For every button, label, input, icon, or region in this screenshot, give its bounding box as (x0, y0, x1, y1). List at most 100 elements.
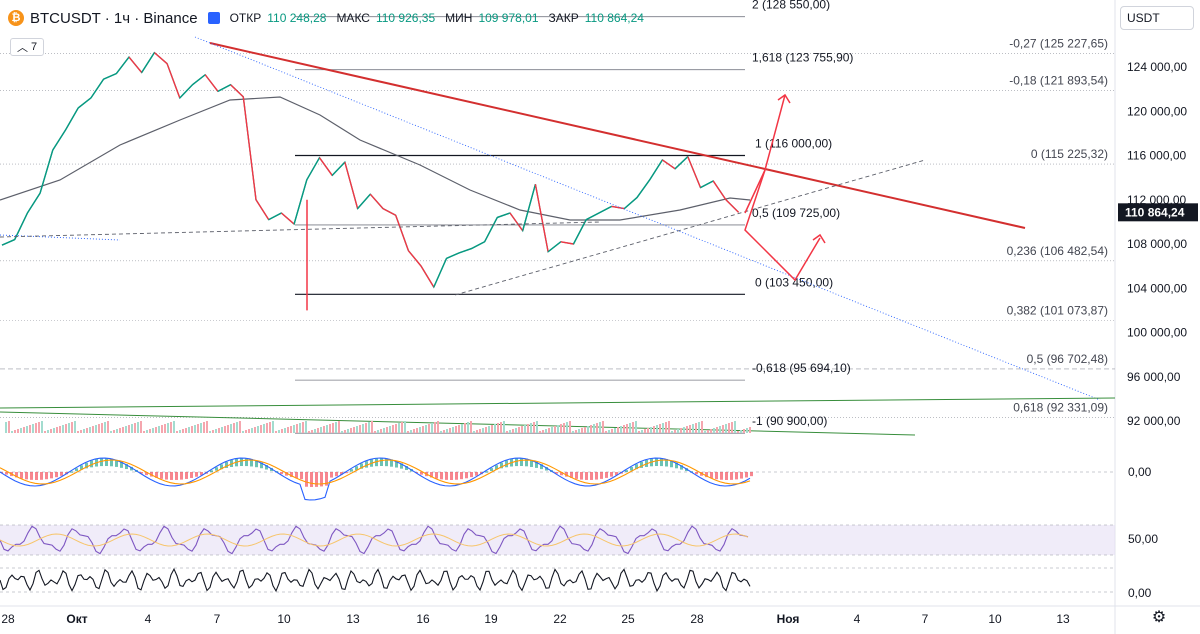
macd-histogram-bar (705, 472, 708, 478)
fib-level-label: 1 (116 000,00) (755, 137, 832, 151)
volume-bar (377, 430, 379, 433)
price-segment (572, 219, 587, 245)
macd-histogram-bar (170, 472, 173, 480)
indicators-count: 7 (30, 41, 38, 53)
price-segment (547, 241, 562, 253)
volume-bar (89, 427, 91, 433)
gear-icon[interactable]: ⚙ (1151, 609, 1167, 626)
volume-bar (362, 424, 364, 433)
volume-bar (506, 431, 508, 433)
volume-bar (143, 431, 145, 433)
macd-histogram-bar (35, 472, 38, 480)
price-segment (115, 56, 130, 75)
volume-bar (707, 430, 709, 433)
volume-bar (545, 429, 547, 433)
volume-bar (440, 431, 442, 433)
volume-bar (11, 431, 13, 433)
volume-bar (401, 422, 403, 433)
fib-level-label: 2 (128 550,00) (752, 0, 830, 12)
volume-bar (185, 428, 187, 433)
volume-bar (632, 422, 634, 433)
fib-right-label: -0,27 (125 227,65) (1009, 36, 1108, 50)
macd-histogram-bar (50, 472, 53, 479)
stoch-axis-label: 0,00 (1128, 586, 1152, 600)
volume-bar (533, 422, 535, 433)
fib-right-label: 0,618 (92 331,09) (1013, 400, 1108, 414)
macd-histogram-bar (500, 462, 503, 469)
time-tick-label: 13 (346, 612, 360, 626)
volume-bar (332, 423, 334, 433)
price-tick-label: 108 000,00 (1127, 237, 1187, 251)
volume-bar (293, 425, 295, 433)
macd-histogram-bar (220, 464, 223, 470)
volume-bar (620, 426, 622, 433)
indicators-toggle-button[interactable]: ︿ 7 (10, 38, 44, 56)
volume-bar (47, 430, 49, 433)
macd-histogram-bar (560, 472, 563, 476)
volume-bar (164, 424, 166, 433)
volume-bar (68, 423, 70, 433)
currency-select[interactable]: USDT (1120, 6, 1194, 30)
symbol-title[interactable]: BTCUSDT · 1ч · Binance (30, 9, 198, 27)
macd-histogram-bar (520, 458, 523, 467)
price-segment (598, 205, 612, 214)
volume-bar (221, 427, 223, 433)
price-segment (52, 129, 67, 151)
macd-axis-label: 0,00 (1128, 465, 1152, 479)
volume-bar (605, 431, 607, 433)
dashed-support-line (0, 221, 601, 238)
volume-bar (521, 426, 523, 433)
macd-histogram-bar (115, 459, 118, 467)
volume-bar (473, 431, 475, 433)
volume-bar (572, 431, 574, 433)
macd-line (0, 457, 751, 501)
volume-bar (218, 428, 220, 433)
macd-histogram-bar (595, 472, 598, 480)
volume-bar (443, 430, 445, 433)
volume-bar (170, 422, 172, 433)
volume-bar (611, 429, 613, 433)
volume-bar (602, 421, 604, 433)
price-segment (280, 212, 295, 225)
volume-bar (551, 427, 553, 433)
volume-bar (152, 428, 154, 433)
volume-bar (392, 425, 394, 433)
green-line-upper (0, 397, 1116, 409)
volume-bar (458, 425, 460, 433)
price-segment (509, 212, 524, 232)
volume-bar (308, 431, 310, 433)
price-segment (382, 207, 397, 216)
volume-bar (656, 425, 658, 433)
macd-histogram-bar (400, 463, 403, 469)
macd-histogram-bar (55, 472, 58, 478)
volume-bar (464, 423, 466, 433)
volume-bar (77, 431, 79, 433)
macd-histogram-bar (355, 466, 358, 471)
volume-bar (416, 428, 418, 433)
volume-bar (347, 429, 349, 433)
macd-histogram-bar (360, 463, 363, 469)
macd-histogram-bar (460, 472, 463, 480)
volume-bar (365, 423, 367, 433)
volume-bar (425, 425, 427, 433)
volume-bar (137, 422, 139, 433)
macd-histogram-bar (180, 472, 183, 480)
macd-histogram-bar (440, 472, 443, 480)
rsi-axis-label: 50,00 (1128, 532, 1158, 546)
high-label: МАКС (336, 11, 370, 25)
macd-histogram-bar (80, 465, 83, 470)
volume-bar (215, 429, 217, 433)
time-tick-label: 19 (484, 612, 498, 626)
volume-bar (446, 429, 448, 433)
macd-histogram-bar (665, 459, 668, 467)
fib-right-label: 0 (115 225,32) (1031, 147, 1108, 161)
macd-histogram-bar (540, 464, 543, 470)
volume-bar (470, 421, 472, 433)
price-segment (331, 161, 346, 176)
volume-bar (290, 426, 292, 433)
volume-bar (113, 430, 115, 433)
volume-bar (692, 424, 694, 433)
plot-area (0, 0, 1115, 606)
macd-histogram-bar (545, 467, 548, 471)
